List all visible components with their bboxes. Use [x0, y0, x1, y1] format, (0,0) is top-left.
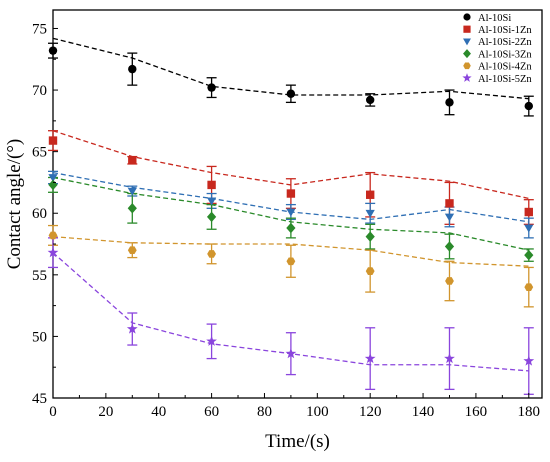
x-tick-label: 20 — [98, 404, 113, 420]
data-point-al-10si-2zn — [48, 174, 58, 183]
x-axis-title: Time/(s) — [265, 431, 330, 452]
data-point-al-10si-2zn — [444, 213, 455, 222]
data-point-al-10si-1zn — [207, 180, 216, 190]
y-tick-label: 60 — [32, 206, 47, 222]
data-point-al-10si-3zn — [206, 211, 217, 223]
data-point-al-10si — [128, 64, 137, 74]
data-point-al-10si-5zn — [523, 355, 535, 366]
data-point-al-10si-3zn — [286, 222, 296, 234]
x-tick-label: 40 — [151, 404, 166, 420]
data-point-al-10si-1zn — [286, 189, 296, 198]
data-point-al-10si-3zn — [127, 203, 137, 214]
x-tick-label: 160 — [465, 404, 488, 420]
x-tick-label: 100 — [306, 404, 329, 420]
y-axis: 45 50 55 60 65 70 75 — [32, 21, 58, 407]
x-tick-label: 120 — [359, 404, 382, 420]
data-point-al-10si-5zn — [206, 335, 217, 346]
y-tick-label: 70 — [32, 83, 47, 99]
y-tick-label: 55 — [32, 268, 47, 284]
data-point-al-10si-3zn — [48, 179, 58, 191]
data-point-al-10si-1zn — [48, 136, 58, 145]
data-point-al-10si-3zn — [444, 241, 455, 252]
data-point-al-10si-3zn — [524, 249, 534, 261]
legend-label-al-10si-2zn: Al-10Si-2Zn — [478, 37, 532, 48]
x-tick-label: 0 — [49, 404, 57, 420]
data-point-al-10si-4zn — [365, 267, 375, 275]
legend-marker-al-10si-5zn — [462, 73, 472, 82]
y-tick-label: 75 — [32, 21, 47, 37]
x-tick-label: 140 — [412, 404, 435, 420]
data-point-al-10si — [286, 89, 296, 98]
data-point-al-10si-1zn — [365, 190, 375, 199]
data-point-al-10si-1zn — [524, 207, 533, 217]
x-tick-label: 180 — [518, 404, 541, 420]
data-point-al-10si-2zn — [127, 187, 137, 196]
legend-marker-al-10si-3zn — [463, 49, 471, 59]
legend: Al-10SiAl-10Si-1ZnAl-10Si-2ZnAl-10Si-3Zn… — [462, 13, 532, 85]
plot-frame — [52, 9, 543, 399]
legend-label-al-10si-4zn: Al-10Si-4Zn — [478, 62, 532, 73]
y-tick-label: 65 — [32, 145, 47, 161]
data-point-al-10si-1zn — [445, 199, 454, 208]
data-point-al-10si-2zn — [524, 224, 534, 233]
data-point-al-10si — [207, 83, 216, 92]
data-point-al-10si-3zn — [365, 231, 375, 242]
legend-label-al-10si-5zn: Al-10Si-5Zn — [478, 74, 532, 85]
data-point-al-10si-2zn — [286, 208, 296, 217]
data-point-al-10si-4zn — [524, 283, 534, 291]
data-point-al-10si-5zn — [364, 352, 376, 364]
data-point-al-10si — [524, 101, 533, 111]
data-point-al-10si-4zn — [48, 231, 58, 240]
data-point-al-10si-5zn — [47, 246, 59, 258]
data-point-al-10si-2zn — [206, 197, 217, 206]
x-axis: 0 20 40 60 80 100 120 140 160 180 — [49, 393, 540, 420]
legend-label-al-10si-3zn: Al-10Si-3Zn — [478, 49, 532, 60]
legend-marker-al-10si-4zn — [463, 62, 471, 70]
data-point-al-10si-1zn — [128, 156, 137, 165]
x-tick-label: 80 — [257, 404, 272, 420]
data-point-al-10si-4zn — [207, 250, 216, 258]
legend-marker-al-10si-1zn — [463, 25, 471, 33]
data-point-al-10si-4zn — [127, 246, 137, 255]
data-point-al-10si-5zn — [285, 347, 297, 359]
data-point-al-10si — [48, 46, 58, 55]
y-tick-label: 45 — [32, 391, 47, 407]
y-axis-title: Contact angle/(°) — [4, 139, 25, 270]
legend-marker-al-10si — [463, 13, 471, 21]
x-tick-label: 60 — [204, 404, 219, 420]
data-point-al-10si-4zn — [286, 257, 296, 266]
legend-marker-al-10si-2zn — [463, 38, 471, 46]
data-point-al-10si-2zn — [365, 209, 375, 218]
legend-label-al-10si-1zn: Al-10Si-1Zn — [478, 25, 532, 36]
data-markers — [47, 46, 535, 366]
data-point-al-10si-5zn — [444, 352, 455, 364]
y-tick-label: 50 — [32, 329, 47, 345]
data-point-al-10si — [445, 98, 454, 107]
legend-label-al-10si: Al-10Si — [478, 13, 511, 24]
data-point-al-10si — [365, 95, 375, 105]
data-point-al-10si-4zn — [445, 277, 454, 285]
data-point-al-10si-5zn — [126, 323, 138, 334]
